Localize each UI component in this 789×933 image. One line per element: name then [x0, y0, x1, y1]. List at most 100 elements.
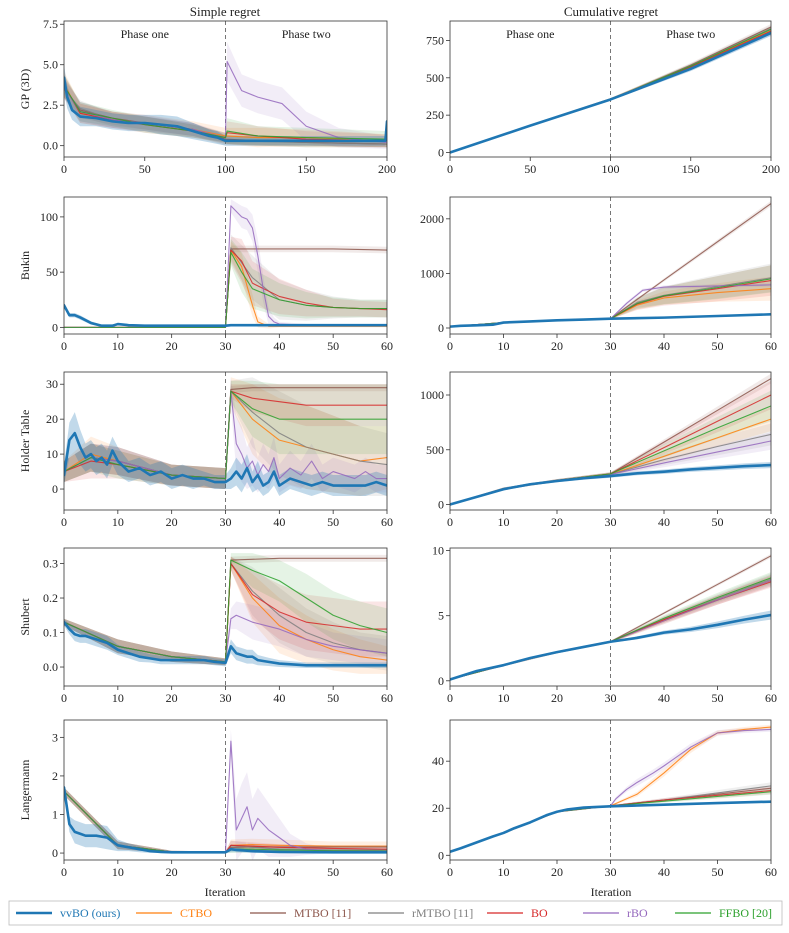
y-tick-label: 0.1	[43, 626, 58, 640]
x-tick-label: 20	[166, 691, 178, 705]
panel-9: 0 10 20 30 40 50 60 0 1 2 3 Langermann	[18, 719, 393, 879]
x-tick-label: 50	[327, 865, 339, 879]
x-tick-label: 30	[220, 691, 232, 705]
x-tick-label: 50	[712, 865, 724, 879]
x-tick-label: 10	[498, 339, 510, 353]
band-ctbo	[64, 71, 387, 148]
panels: 0 50 100 150 2000.02.55.07.5GP (3D)Phase one…	[18, 17, 780, 879]
x-tick-label: 50	[327, 515, 339, 529]
band-ffbo-20-	[450, 788, 771, 852]
legend: vvBO (ours) CTBO MTBO [11] rMTBO [11] BO rBO F…	[8, 900, 783, 926]
plot-area	[450, 21, 771, 157]
band-rmtbo-11-	[450, 782, 771, 852]
x-tick-label: 50	[712, 691, 724, 705]
x-tick-label: 50	[327, 339, 339, 353]
x-tick-label: 20	[166, 339, 178, 353]
y-tick-label: 0	[438, 321, 444, 335]
x-axis-label-left: Iteration	[205, 885, 246, 899]
x-tick-label: 30	[605, 865, 617, 879]
x-tick-label: 20	[551, 691, 563, 705]
x-tick-label: 10	[112, 691, 124, 705]
x-tick-label: 0	[61, 691, 67, 705]
band-bo	[64, 384, 387, 490]
y-axis-label: Shubert	[18, 598, 32, 636]
series-line-ffbo-20-	[64, 85, 387, 140]
y-tick-label: 20	[432, 801, 444, 815]
x-tick-label: 0	[447, 691, 453, 705]
x-tick-label: 20	[551, 865, 563, 879]
series-line-vvbo-ours-	[450, 31, 771, 154]
x-tick-label: 150	[297, 162, 315, 176]
x-tick-label: 40	[658, 515, 670, 529]
x-tick-label: 30	[605, 515, 617, 529]
y-tick-label: 1	[52, 807, 58, 821]
x-tick-label: 30	[605, 339, 617, 353]
y-tick-label: 0.2	[43, 591, 58, 605]
x-tick-label: 10	[112, 339, 124, 353]
x-tick-label: 60	[765, 339, 777, 353]
x-tick-label: 100	[217, 162, 235, 176]
legend-entry-ctbo: CTBO	[180, 906, 212, 920]
series-line-vvbo-ours-	[64, 76, 387, 143]
panel-3: 0 10 20 30 40 50 60 0 50 100 Bukin	[18, 196, 393, 353]
band-vvbo-ours-	[64, 412, 387, 497]
x-tick-label: 30	[220, 339, 232, 353]
y-tick-label: 0	[438, 146, 444, 160]
plot-area	[64, 720, 387, 860]
x-tick-label: 200	[378, 162, 396, 176]
y-tick-label: 100	[40, 210, 58, 224]
plot-area	[64, 548, 387, 686]
band-ffbo-20-	[450, 265, 771, 327]
x-tick-label: 0	[61, 515, 67, 529]
legend-entry-vvbo-ours-: vvBO (ours)	[60, 906, 120, 920]
x-tick-label: 30	[605, 691, 617, 705]
series-line-ffbo-20-	[64, 390, 387, 480]
series-line-ffbo-20-	[64, 251, 387, 328]
x-tick-label: 10	[498, 865, 510, 879]
band-bo	[450, 265, 771, 327]
x-axis-label-right: Iteration	[591, 885, 632, 899]
plot-area	[64, 21, 387, 157]
y-tick-label: 50	[46, 265, 58, 279]
legend-entry-rmtbo-11-: rMTBO [11]	[412, 906, 473, 920]
band-ffbo-20-	[64, 553, 387, 666]
band-ctbo	[64, 556, 387, 674]
x-tick-label: 60	[765, 865, 777, 879]
band-bo	[64, 74, 387, 148]
x-tick-label: 40	[273, 515, 285, 529]
y-axis-label: Holder Table	[18, 410, 32, 473]
band-rbo	[64, 377, 387, 493]
x-tick-label: 0	[447, 515, 453, 529]
band-rmtbo-11-	[64, 556, 387, 671]
x-tick-label: 40	[658, 865, 670, 879]
x-tick-label: 60	[381, 339, 393, 353]
band-mtbo-11-	[450, 786, 771, 852]
y-tick-label: 500	[426, 71, 444, 85]
y-tick-label: 0	[438, 674, 444, 688]
panel-6: 0 10 20 30 40 50 60 0 500 1000	[420, 371, 777, 529]
x-tick-label: 60	[765, 691, 777, 705]
x-tick-label: 10	[112, 865, 124, 879]
y-tick-label: 750	[426, 33, 444, 47]
x-tick-label: 20	[166, 865, 178, 879]
panel-7: 0 10 20 30 40 50 60 0.0 0.1 0.2 0.3 Shubert	[18, 547, 393, 705]
y-tick-label: 2	[52, 769, 58, 783]
x-tick-label: 20	[551, 515, 563, 529]
series-line-mtbo-11-	[450, 203, 771, 328]
y-tick-label: 0	[52, 320, 58, 334]
band-ffbo-20-	[64, 74, 387, 148]
y-tick-label: 10	[432, 544, 444, 558]
x-tick-label: 10	[498, 691, 510, 705]
x-tick-label: 0	[447, 162, 453, 176]
phase-one-label: Phase one	[506, 27, 554, 41]
y-axis-label: Bukin	[18, 251, 32, 280]
y-tick-label: 3	[52, 730, 58, 744]
plot-area	[450, 548, 771, 686]
axes-frame	[449, 196, 772, 335]
x-tick-label: 0	[61, 865, 67, 879]
y-tick-label: 0.0	[43, 139, 58, 153]
plot-area	[64, 372, 387, 510]
legend-entry-mtbo-11-: MTBO [11]	[294, 906, 351, 920]
x-tick-label: 0	[61, 339, 67, 353]
band-mtbo-11-	[64, 384, 387, 490]
